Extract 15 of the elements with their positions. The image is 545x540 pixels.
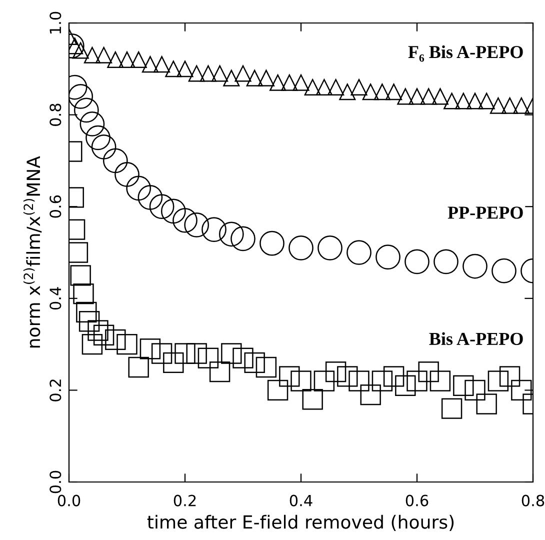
series-label: Bis A-PEPO <box>429 332 523 345</box>
x-tick-label: 0.6 <box>406 494 428 506</box>
x-tick-label: 0.8 <box>522 494 544 506</box>
y-tick-label: 0.8 <box>50 104 62 126</box>
y-tick-label: 1.0 <box>50 12 62 34</box>
x-tick-label: 0.0 <box>58 494 80 506</box>
x-tick-label: 0.4 <box>290 494 312 506</box>
y-tick-label: 0.4 <box>50 287 62 310</box>
x-axis-title: time after E-field removed (hours) <box>147 514 454 531</box>
legend-label: F₆ Bis A-PEPO <box>408 45 523 62</box>
y-tick-label: 0.6 <box>50 195 62 218</box>
legend-label: PP-PEPO <box>448 206 523 219</box>
y-tick-label: 0.2 <box>50 380 62 402</box>
x-tick-label: 0.2 <box>174 494 196 506</box>
y-axis-title: norm x$^{(2)}$film/x$^{(2)}$MNA <box>23 156 42 348</box>
